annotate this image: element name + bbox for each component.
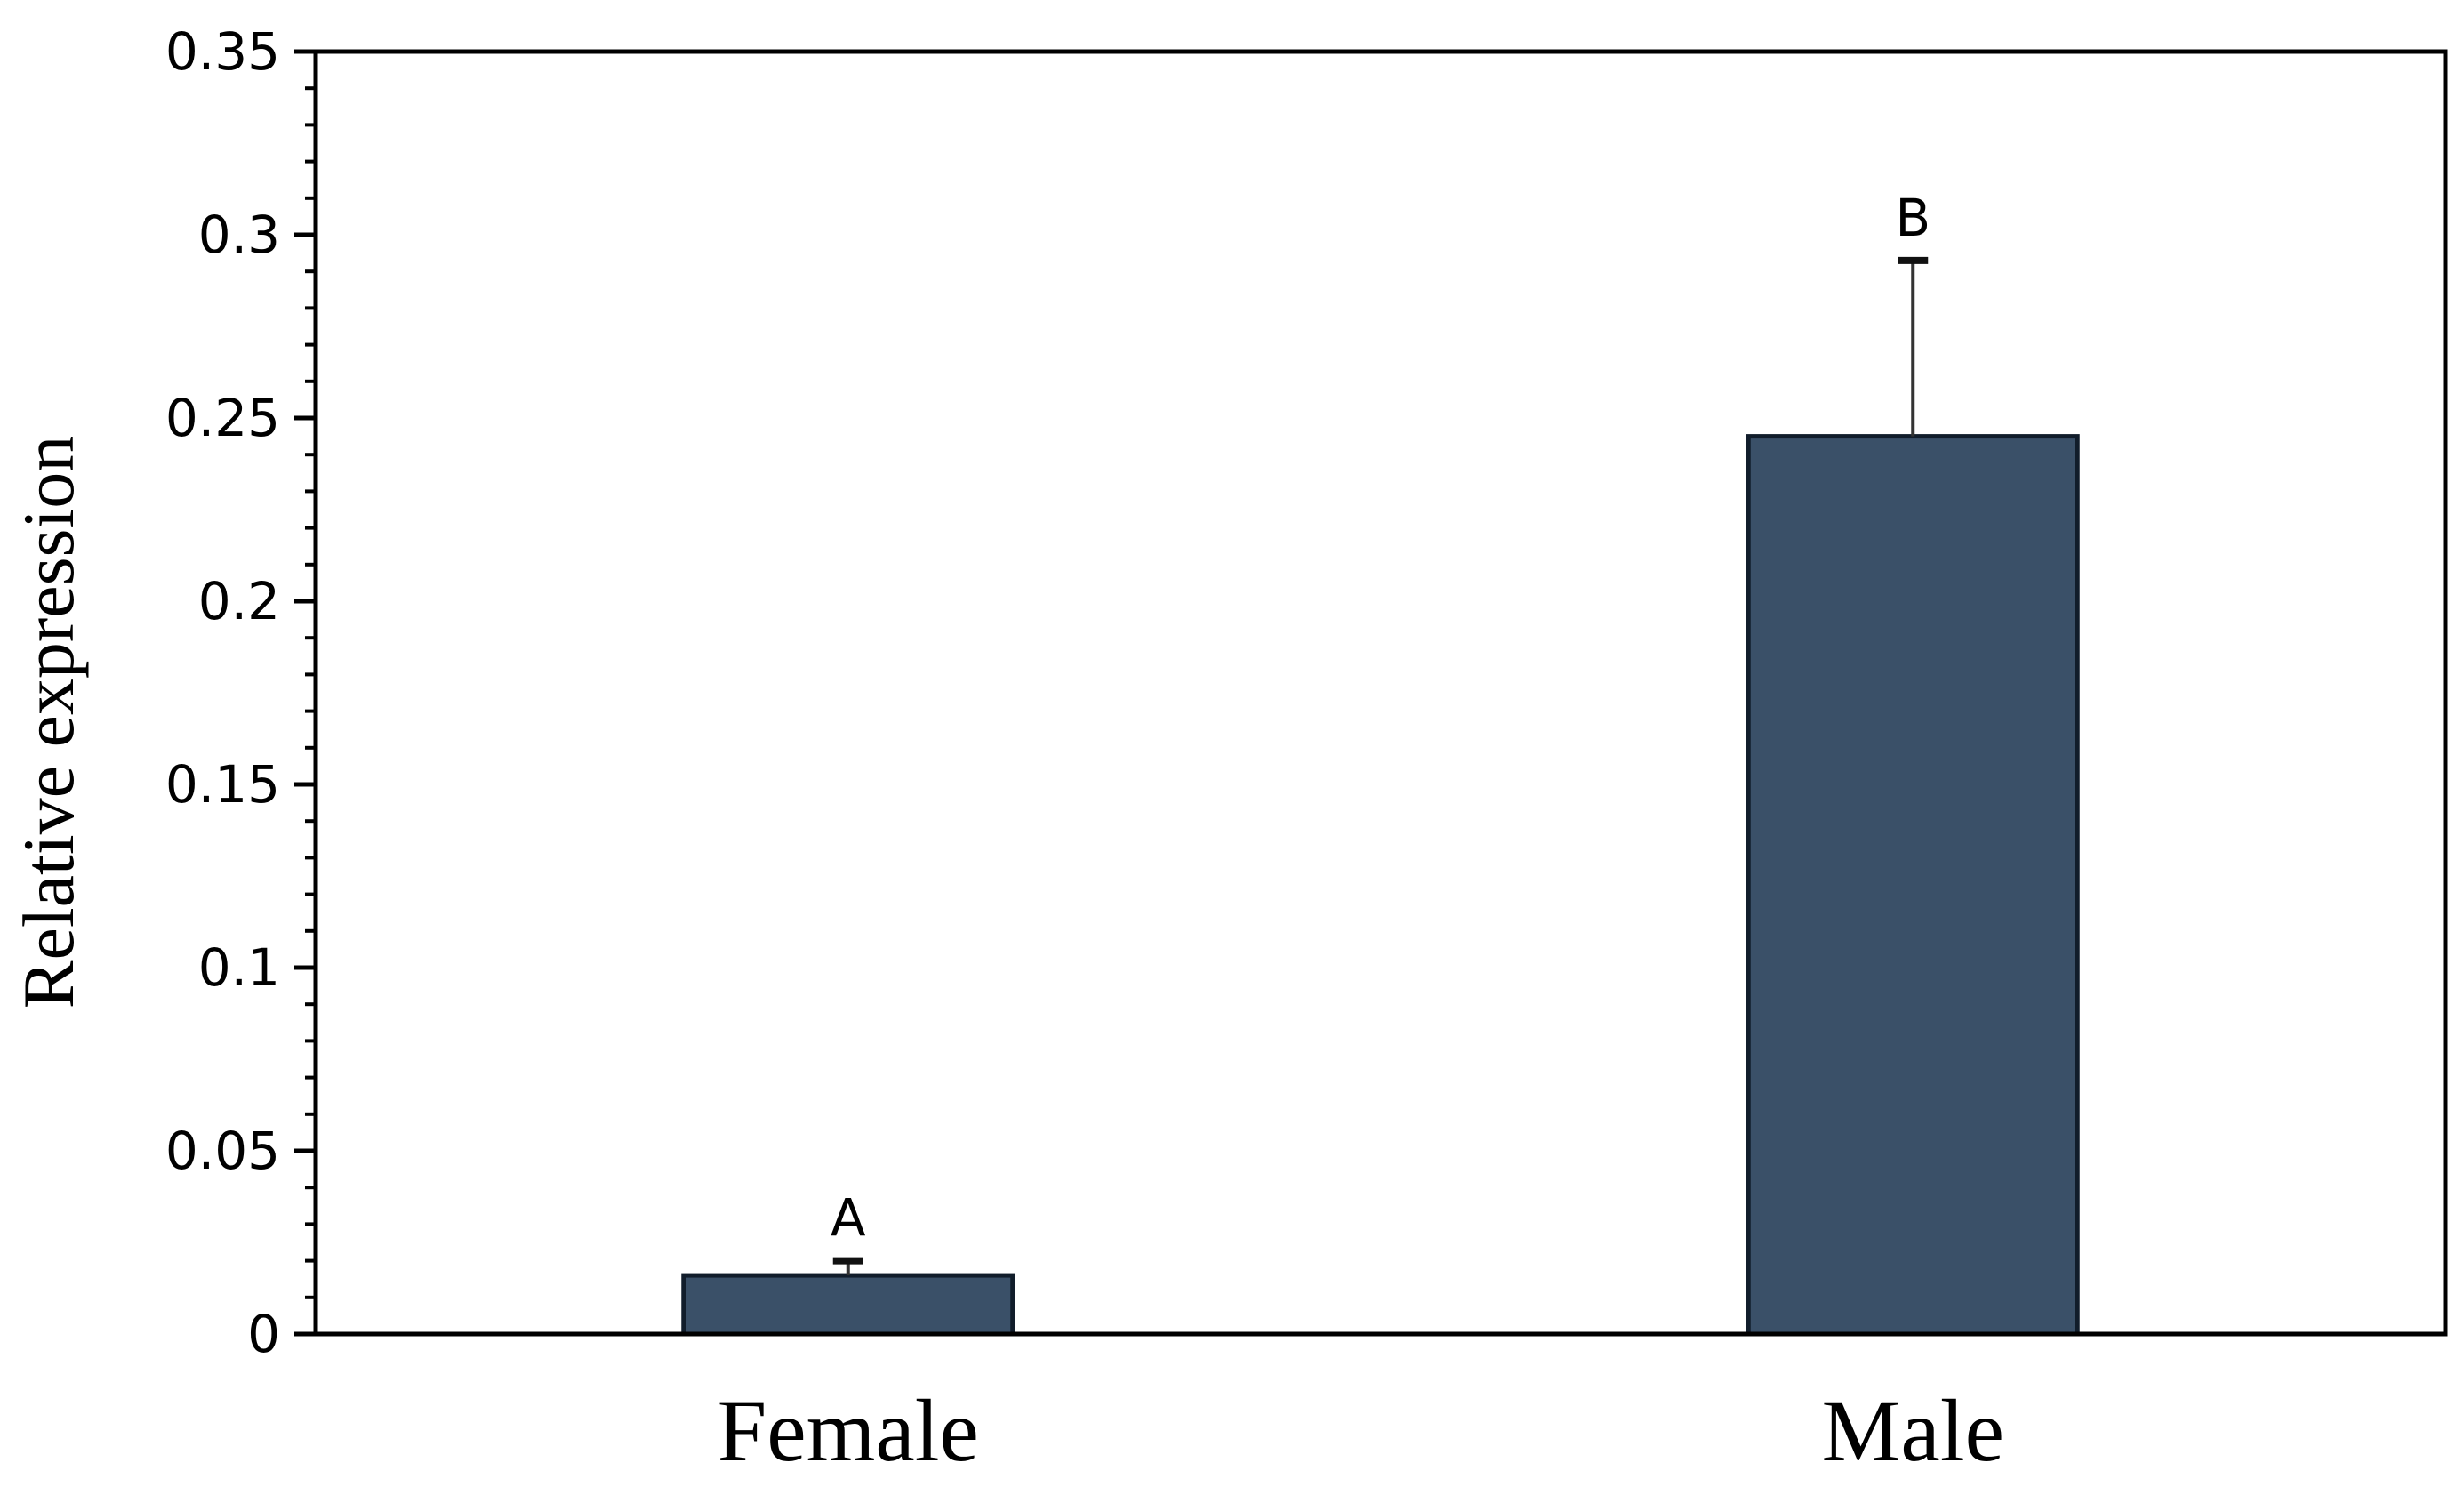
y-tick-label: 0.2 (198, 571, 280, 631)
y-axis-ticks (294, 49, 316, 1337)
y-tick-label: 0.25 (165, 388, 280, 448)
y-tick-label: 0.3 (198, 205, 280, 265)
y-tick-label: 0.35 (165, 21, 280, 82)
y-tick-label: 0 (247, 1304, 280, 1364)
y-tick-label: 0.1 (198, 937, 280, 998)
y-tick-label: 0.15 (165, 754, 280, 815)
significance-label-female: A (831, 1188, 866, 1249)
bar-male (1746, 434, 2080, 1337)
x-axis-category-labels: Female Male (718, 1381, 2004, 1480)
bar-female (681, 1273, 1015, 1337)
bars-layer (681, 434, 2080, 1337)
significance-annotations: AB (831, 188, 1930, 1249)
category-label-female: Female (718, 1381, 979, 1480)
plot-frame (313, 49, 2448, 1337)
y-axis-title: Relative expression (8, 436, 89, 1009)
category-label-male: Male (1822, 1381, 2004, 1480)
error-bars-layer (832, 256, 1929, 1276)
y-axis-tick-labels: 0 0.05 0.1 0.15 0.2 0.25 0.3 0.35 (165, 21, 280, 1364)
y-tick-label: 0.05 (165, 1121, 280, 1181)
significance-label-male: B (1895, 188, 1930, 248)
